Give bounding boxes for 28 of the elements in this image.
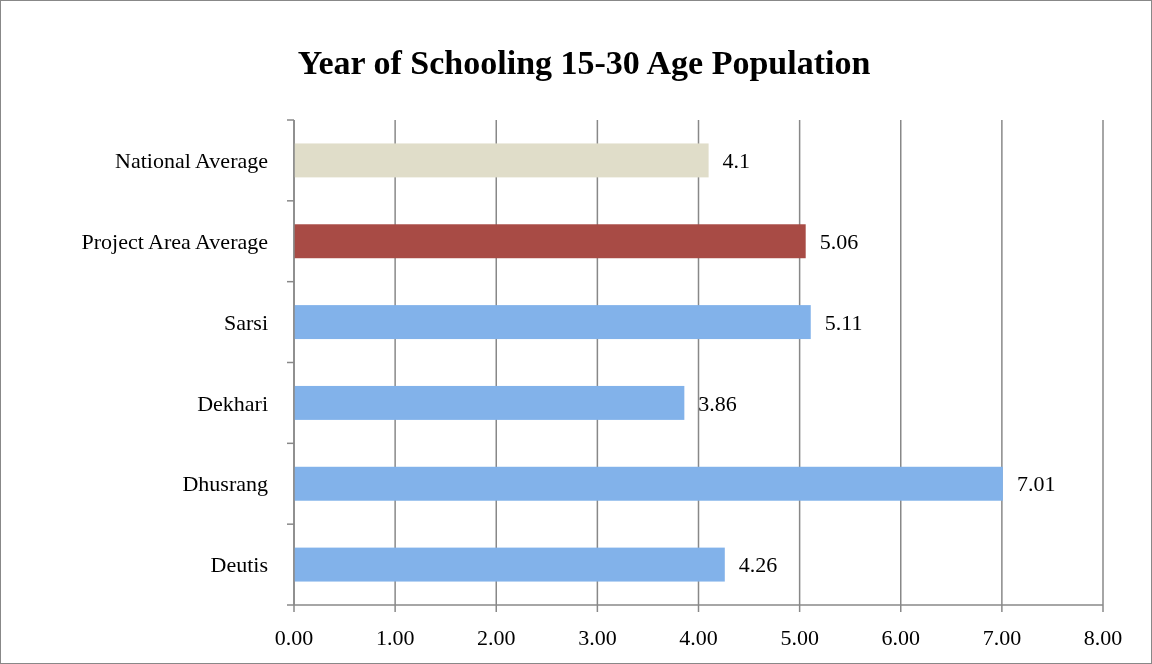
data-label: 5.06 xyxy=(819,228,859,254)
x-tick-label: 2.00 xyxy=(477,625,516,650)
y-tick-label: Deutis xyxy=(210,552,268,578)
y-tick-label: Dekhari xyxy=(197,390,268,416)
x-tick-label: 7.00 xyxy=(982,625,1022,650)
bar xyxy=(294,224,806,259)
bar xyxy=(294,385,685,420)
x-tick-label: 6.00 xyxy=(881,625,920,650)
data-label: 3.86 xyxy=(698,390,737,416)
x-tick-label: 5.00 xyxy=(780,625,819,650)
y-tick-label: Sarsi xyxy=(224,309,268,335)
bar xyxy=(294,143,709,178)
data-label: 5.11 xyxy=(824,309,863,335)
data-label: 4.26 xyxy=(738,552,778,578)
x-tick-label: 3.00 xyxy=(578,625,617,650)
x-tick-label: 4.00 xyxy=(679,625,718,650)
x-tick-label: 8.00 xyxy=(1083,625,1123,650)
data-label: 7.01 xyxy=(1016,471,1056,497)
x-tick-label: 1.00 xyxy=(375,625,415,650)
x-tick-label: 0.00 xyxy=(274,625,314,650)
y-tick-label: Project Area Average xyxy=(81,228,268,254)
y-tick-label: Dhusrang xyxy=(182,471,268,497)
chart-title: Year of Schooling 15-30 Age Population xyxy=(297,44,871,81)
data-label: 4.1 xyxy=(722,148,751,174)
y-tick-label: National Average xyxy=(115,148,268,174)
bar xyxy=(294,466,1003,501)
bar xyxy=(294,305,811,340)
bar xyxy=(294,547,725,582)
